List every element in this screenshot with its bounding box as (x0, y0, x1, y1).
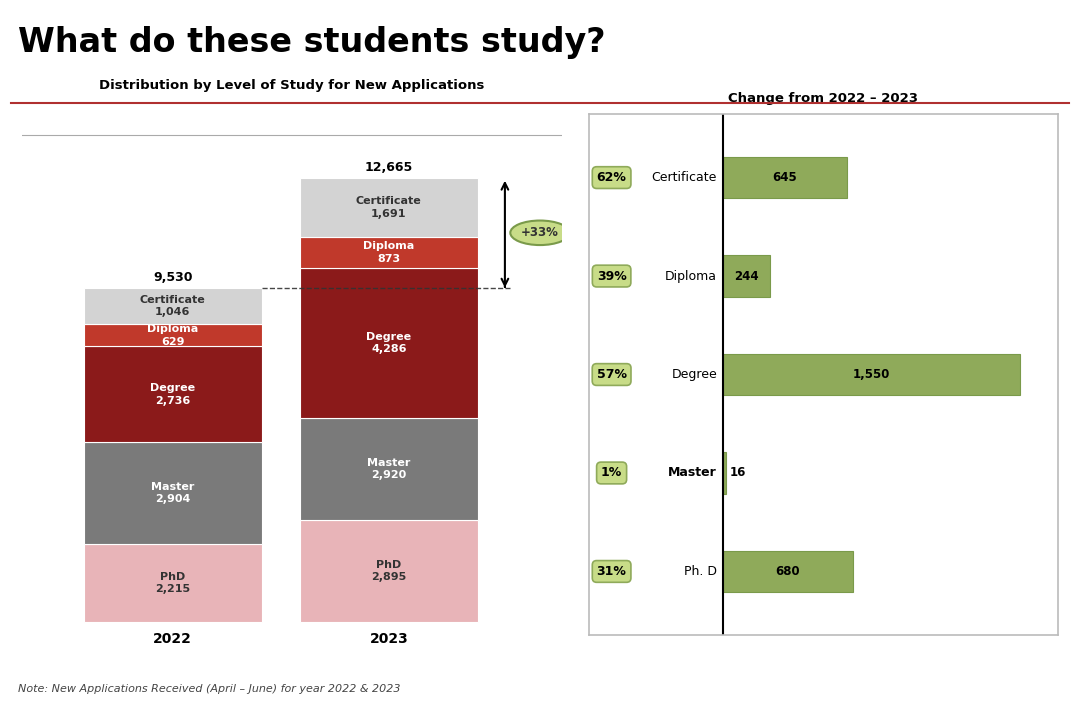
Text: 2023: 2023 (369, 632, 408, 646)
Bar (83, 324, 262, 346)
Bar (300, 178, 478, 237)
Text: Master
2,904: Master 2,904 (151, 482, 194, 504)
Text: Diploma: Diploma (665, 270, 717, 283)
Text: 57%: 57% (596, 368, 626, 381)
Bar (723, 256, 770, 297)
Text: 1,550: 1,550 (853, 368, 890, 381)
Text: Degree
2,736: Degree 2,736 (150, 383, 195, 405)
Text: 244: 244 (734, 270, 758, 283)
Text: Distribution by Level of Study for New Applications: Distribution by Level of Study for New A… (99, 80, 484, 92)
Bar (83, 288, 262, 324)
Text: Note: New Applications Received (April – June) for year 2022 & 2023: Note: New Applications Received (April –… (18, 684, 401, 694)
Text: PhD
2,215: PhD 2,215 (156, 572, 190, 594)
Title: Change from 2022 – 2023: Change from 2022 – 2023 (729, 92, 918, 106)
Bar (83, 544, 262, 621)
Bar (723, 452, 726, 493)
Bar (83, 442, 262, 544)
Text: What do these students study?: What do these students study? (18, 26, 606, 59)
Text: 39%: 39% (597, 270, 626, 283)
Text: 1%: 1% (600, 466, 622, 479)
Bar (83, 346, 262, 442)
Text: Master
2,920: Master 2,920 (367, 458, 410, 480)
Text: 645: 645 (772, 171, 797, 184)
Text: Certificate: Certificate (651, 171, 717, 184)
Text: Diploma
629: Diploma 629 (147, 324, 199, 346)
Bar (300, 418, 478, 520)
Text: Overall: Overall (964, 28, 1042, 46)
Text: 12,665: 12,665 (365, 160, 413, 174)
Bar (300, 237, 478, 268)
Text: 62%: 62% (596, 171, 626, 184)
Text: 680: 680 (775, 565, 800, 578)
Text: Diploma
873: Diploma 873 (363, 241, 415, 263)
Text: 9,530: 9,530 (153, 271, 192, 283)
Text: Degree
4,286: Degree 4,286 (366, 332, 411, 354)
Text: Certificate
1,046: Certificate 1,046 (140, 295, 205, 317)
Text: Certificate
1,691: Certificate 1,691 (356, 196, 421, 219)
Ellipse shape (511, 221, 570, 245)
Text: 31%: 31% (596, 565, 626, 578)
Bar (723, 354, 1020, 395)
Bar (300, 268, 478, 418)
Text: Degree: Degree (672, 368, 717, 381)
Text: Ph. D: Ph. D (684, 565, 717, 578)
Text: 2022: 2022 (153, 632, 192, 646)
Text: 16: 16 (730, 466, 746, 479)
Bar (300, 520, 478, 621)
Bar (723, 157, 847, 198)
Text: Master: Master (669, 466, 717, 479)
Bar (723, 551, 853, 592)
Text: +33%: +33% (521, 226, 559, 239)
Text: PhD
2,895: PhD 2,895 (372, 559, 406, 582)
